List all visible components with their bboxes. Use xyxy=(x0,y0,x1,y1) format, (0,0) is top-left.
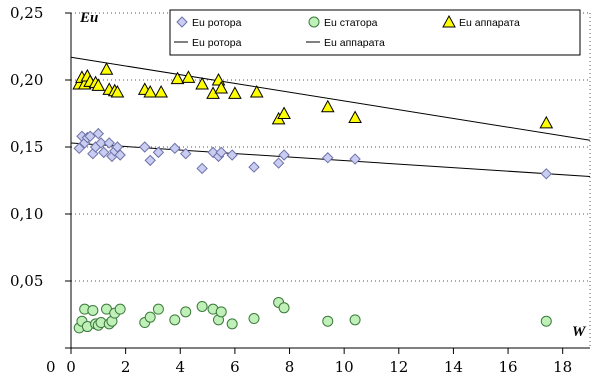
point-triangle-13 xyxy=(154,85,168,98)
point-diamond-16 xyxy=(144,154,156,167)
point-triangle-15 xyxy=(181,70,196,83)
point-circle-14 xyxy=(144,311,156,323)
point-circle-27 xyxy=(349,314,361,326)
x-tick-label-7: 14 xyxy=(444,358,463,376)
point-triangle-20 xyxy=(228,86,242,99)
point-circle-25 xyxy=(278,302,290,314)
point-diamond-0 xyxy=(73,142,85,155)
x-tick-label-4: 8 xyxy=(285,358,295,376)
point-diamond-23 xyxy=(215,146,227,159)
point-circle-17 xyxy=(180,306,192,318)
point-diamond-10 xyxy=(103,137,115,149)
point-diamond-27 xyxy=(278,149,290,161)
legend-label-2: Eu аппарата xyxy=(459,17,520,29)
y-tick-label-1: 0,05 xyxy=(10,272,43,290)
point-triangle-18 xyxy=(211,72,226,86)
legend-box xyxy=(169,9,581,56)
point-diamond-26 xyxy=(272,157,285,169)
point-triangle-19 xyxy=(214,80,229,94)
x-tick-label-6: 12 xyxy=(389,358,408,376)
x-tick-label-3: 6 xyxy=(230,358,240,376)
point-circle-16 xyxy=(169,314,181,326)
y-tick-label-3: 0,15 xyxy=(10,138,43,156)
x-tick-label-8: 16 xyxy=(499,358,518,376)
legend: Eu ротора Eu статора Eu аппарата Eu ротора E… xyxy=(169,9,581,56)
point-diamond-17 xyxy=(152,146,165,159)
x-tick-label-2: 4 xyxy=(175,358,185,376)
legend-trend-label-1: Eu аппарата xyxy=(324,37,385,49)
point-triangle-7 xyxy=(99,62,114,75)
point-diamond-24 xyxy=(226,149,238,161)
point-diamond-9 xyxy=(98,146,110,159)
x-tick-label-5: 10 xyxy=(335,358,354,376)
point-circle-12 xyxy=(114,303,126,315)
x-axis-title: W xyxy=(572,324,587,340)
point-diamond-13 xyxy=(111,141,124,153)
point-circle-26 xyxy=(322,315,334,327)
legend-marker-diamond xyxy=(176,16,188,28)
x-tick-label-0: 0 xyxy=(66,358,76,376)
point-diamond-28 xyxy=(322,152,334,164)
point-diamond-20 xyxy=(196,162,208,175)
x-tick-label-1: 2 xyxy=(121,358,131,376)
legend-label-0: Eu ротора xyxy=(192,17,242,29)
point-diamond-30 xyxy=(540,168,553,180)
data-points xyxy=(72,62,554,334)
trendline-1 xyxy=(70,56,591,141)
point-circle-4 xyxy=(87,304,99,316)
point-circle-18 xyxy=(196,300,208,312)
legend-marker-triangle xyxy=(442,14,456,28)
point-circle-28 xyxy=(540,315,552,327)
point-triangle-14 xyxy=(170,71,185,85)
point-diamond-4 xyxy=(84,130,96,142)
point-triangle-21 xyxy=(249,85,264,98)
grid xyxy=(71,12,591,348)
point-triangle-16 xyxy=(195,76,209,90)
point-circle-21 xyxy=(215,306,227,318)
point-diamond-15 xyxy=(139,141,151,153)
x-axis: 0 2 4 6 8 10 12 14 16 18 0 xyxy=(46,347,590,376)
point-triangle-23 xyxy=(277,106,291,119)
point-diamond-19 xyxy=(180,147,192,160)
point-diamond-18 xyxy=(169,142,181,155)
legend-label-1: Eu статора xyxy=(324,17,378,29)
point-triangle-25 xyxy=(348,110,362,124)
point-diamond-29 xyxy=(349,153,361,165)
point-triangle-24 xyxy=(320,99,335,113)
point-diamond-14 xyxy=(114,149,126,161)
point-circle-15 xyxy=(152,303,164,315)
point-circle-22 xyxy=(226,318,238,330)
y-tick-label-zero: 0 xyxy=(46,358,56,376)
point-triangle-26 xyxy=(539,115,554,129)
y-tick-label-2: 0,10 xyxy=(10,205,43,223)
y-axis-title: Eu xyxy=(79,10,98,26)
x-tick-label-9: 18 xyxy=(553,358,572,376)
point-diamond-8 xyxy=(95,137,107,149)
point-diamond-25 xyxy=(248,161,260,173)
legend-marker-circle xyxy=(308,16,320,28)
y-tick-label-5: 0,25 xyxy=(10,4,43,22)
point-diamond-7 xyxy=(92,127,105,140)
legend-trend-label-0: Eu ротора xyxy=(192,37,242,49)
y-tick-label-4: 0,20 xyxy=(10,71,43,89)
y-axis: 0,05 0,10 0,15 0,20 0,25 xyxy=(10,4,72,349)
point-triangle-10 xyxy=(110,85,125,98)
point-circle-23 xyxy=(248,313,260,325)
point-triangle-12 xyxy=(143,85,158,98)
point-triangle-6 xyxy=(91,78,106,91)
